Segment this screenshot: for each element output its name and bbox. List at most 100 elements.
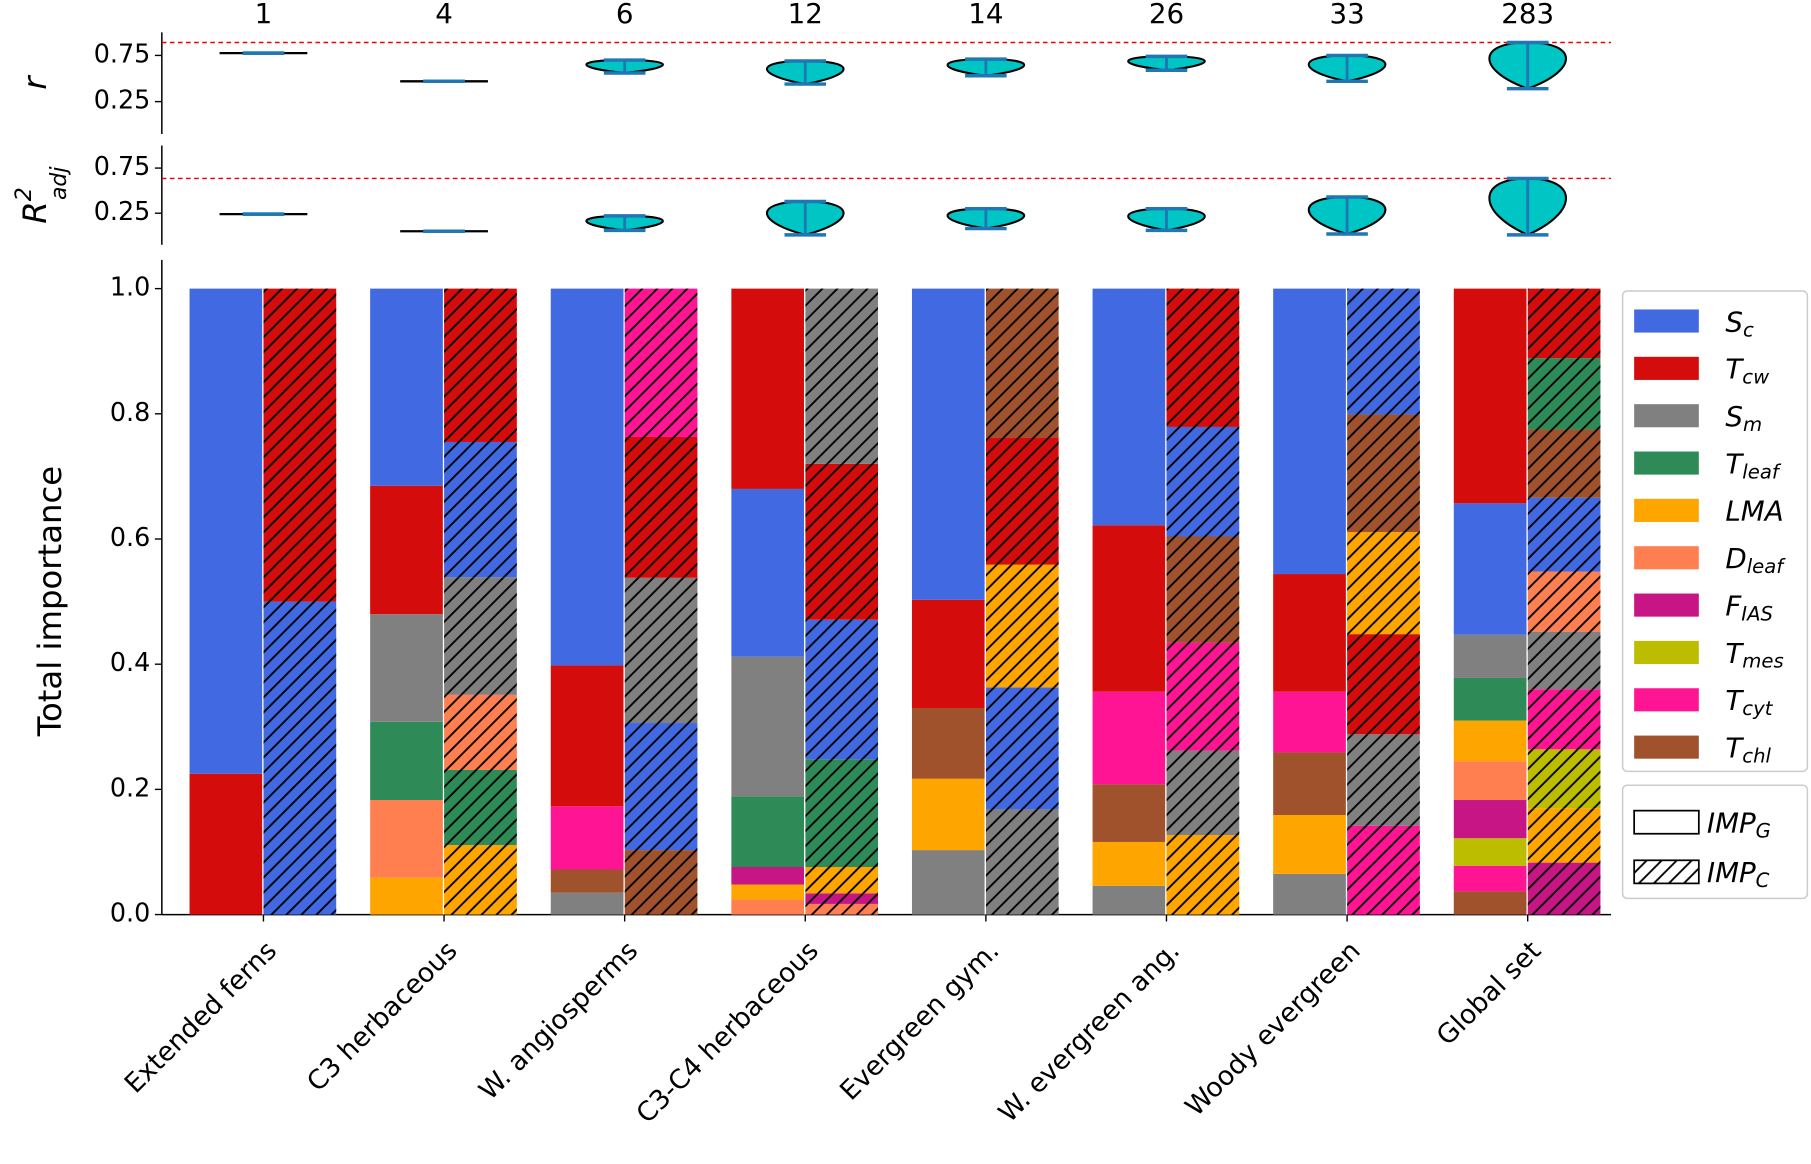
hatch: [1527, 571, 1601, 632]
bar-segment: [731, 866, 805, 885]
bar-segment: [1092, 841, 1166, 886]
hatch: [1166, 426, 1240, 537]
bar-segment: [911, 778, 985, 851]
legend-swatch: [1634, 309, 1699, 333]
bar-segment: [1273, 752, 1346, 816]
hatch: [805, 759, 879, 867]
x-tick-label: Woody evergreen: [1179, 935, 1366, 1122]
hatch: [1166, 835, 1240, 915]
bar-segment: [1092, 784, 1166, 842]
legend-symbol: T: [1725, 447, 1744, 480]
count-label: 1: [255, 0, 273, 30]
legend-swatch: [1634, 498, 1699, 522]
hatch: [1527, 808, 1601, 863]
count-label: 4: [435, 0, 453, 30]
bar-segment: [550, 892, 624, 915]
bar-segment: [1453, 838, 1527, 866]
hatch: [1527, 631, 1601, 690]
hatch: [624, 288, 698, 437]
hatch: [444, 577, 517, 695]
hatch: [1347, 634, 1420, 735]
hatch: [1527, 689, 1601, 750]
legend-label: Tcyt: [1725, 684, 1773, 719]
legend-sub: cw: [1742, 365, 1770, 388]
y-tick-label: 0.8: [110, 397, 150, 427]
y-tick-label: 0.0: [110, 898, 150, 928]
y-tick-label: 0.75: [94, 151, 151, 181]
bar-segment: [1092, 691, 1166, 785]
hatch: [624, 436, 698, 578]
bar-segment: [1453, 800, 1527, 839]
y-axis-label: Total importance: [31, 466, 69, 737]
x-tick-label: W. evergreen ang.: [993, 935, 1186, 1128]
hatch: [444, 769, 517, 846]
count-label: 6: [616, 0, 634, 30]
bar-segment: [731, 288, 805, 489]
legend-label: IMPC: [1707, 856, 1770, 891]
hatch: [624, 723, 698, 851]
legend-symbol: T: [1725, 637, 1744, 670]
hatch: [444, 694, 517, 770]
bar-segment: [731, 796, 805, 867]
legend-label: FIAS: [1725, 589, 1773, 624]
bar-segment: [550, 869, 624, 893]
legend-swatch: [1634, 546, 1699, 570]
bar-segment: [911, 599, 985, 709]
label-sub: adj: [47, 166, 72, 200]
legend-symbol: IMP: [1707, 807, 1756, 840]
bar-segment: [1273, 873, 1346, 915]
legend-symbol: T: [1725, 731, 1744, 764]
hatch: [263, 288, 337, 602]
x-tick-label: W. angiosperms: [473, 935, 644, 1106]
x-tick-label: Evergreen gym.: [834, 935, 1005, 1106]
legend-label: Sm: [1725, 400, 1762, 435]
bar-segment: [189, 773, 263, 915]
legend-label: Dleaf: [1725, 542, 1786, 577]
legend-symbol: S: [1725, 400, 1743, 433]
legend-symbol: D: [1725, 542, 1746, 575]
hatch: [985, 809, 1059, 915]
y-tick-label: 0.2: [110, 772, 150, 802]
legend-symbol: T: [1725, 684, 1744, 717]
y-axis-label: R2 adj: [12, 166, 73, 224]
hatch: [985, 437, 1059, 565]
bar-segment: [1092, 288, 1166, 526]
bar-segment: [370, 800, 443, 878]
bar-segment: [370, 485, 443, 615]
legend-sub: leaf: [1747, 554, 1787, 577]
bar-segment: [911, 708, 985, 779]
hatch: [624, 577, 698, 724]
hatch: [1166, 288, 1240, 427]
hatch: [444, 288, 517, 442]
legend-sub: IAS: [1741, 602, 1773, 625]
bar-segment: [370, 877, 443, 915]
legend-sub: C: [1756, 869, 1770, 892]
x-tick-label: Extended ferns: [119, 935, 283, 1099]
legend-swatch: [1633, 859, 1700, 885]
legend-swatch: [1633, 809, 1700, 835]
bar-segment: [911, 850, 985, 915]
hatch: [805, 903, 879, 915]
legend-sub: leaf: [1742, 460, 1782, 483]
hatch: [1347, 414, 1420, 533]
label-sup: 2: [12, 187, 37, 201]
y-tick-label: 0.75: [94, 38, 151, 68]
y-tick-label: 1.0: [110, 272, 150, 302]
x-tick-label: Global set: [1431, 935, 1547, 1051]
legend-label: Tcw: [1725, 353, 1770, 388]
bar-segment: [1453, 891, 1527, 915]
legend-swatch: [1634, 404, 1699, 428]
hatch: [985, 288, 1059, 438]
hatch: [1166, 642, 1240, 751]
y-tick-label: 0.25: [94, 85, 151, 115]
hatch: [805, 893, 879, 904]
hatch: [1347, 532, 1420, 635]
hatch: [263, 601, 337, 915]
hatch: [805, 288, 879, 464]
label-base: R: [16, 201, 54, 223]
count-label: 33: [1329, 0, 1364, 30]
bar-segment: [1453, 677, 1527, 721]
bar-segment: [1453, 503, 1527, 635]
bar-segment: [731, 899, 805, 915]
bar-segment: [1453, 634, 1527, 678]
